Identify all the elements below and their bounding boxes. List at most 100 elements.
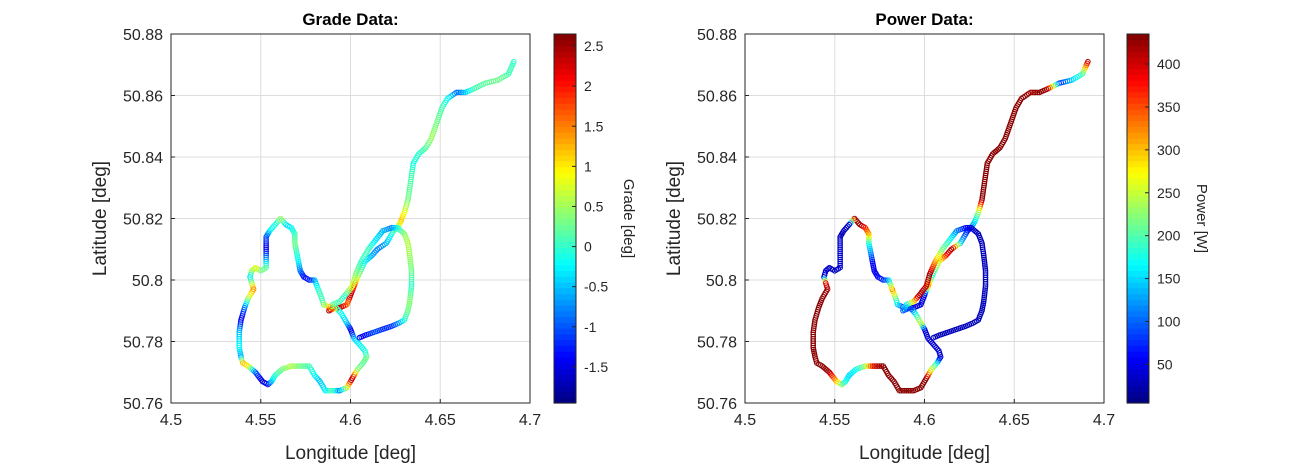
data-point [269,224,276,231]
colorbar-swatch [554,310,576,318]
y-tick-label: 50.8 [132,273,163,290]
data-point [850,217,856,223]
colorbar-swatch [1127,57,1149,64]
data-point [810,342,817,349]
data-point [336,298,343,305]
data-point [407,294,413,301]
data-point [982,289,988,295]
data-point [276,217,282,223]
colorbar-swatch [1127,80,1149,87]
y-tick-label: 50.76 [123,396,163,413]
data-point [407,292,414,299]
colorbar-swatch [1127,172,1149,179]
y-tick-label: 50.78 [697,335,737,352]
colorbar-swatch [554,178,576,185]
colorbar-frame [553,33,577,404]
y-tick-label: 50.8 [706,273,737,290]
data-point [909,387,915,394]
data-point [272,221,278,228]
colorbar-swatch [554,397,576,404]
colorbar-swatch [1127,253,1149,260]
colorbar-swatch [1127,206,1149,214]
data-point [932,343,938,349]
y-tick-label: 50.82 [697,212,737,229]
data-point [981,258,988,264]
colorbar-swatch [1127,230,1149,237]
colorbar-swatch [554,114,576,122]
data-point [866,363,872,369]
colorbar-swatch [554,224,576,231]
colorbar-swatch [1127,224,1149,231]
data-point [408,285,415,291]
colorbar-swatch [554,264,576,271]
colorbar-swatch [554,57,576,64]
data-point [292,363,298,369]
data-point [936,347,942,354]
colorbar-tick-label: 300 [1157,142,1181,158]
colorbar-swatch [554,160,576,168]
data-point [408,264,414,270]
data-point [283,221,289,228]
data-point [1036,89,1043,96]
data-point [408,287,414,293]
data-point [406,252,413,259]
data-point [966,224,973,231]
data-point [912,297,918,303]
colorbar-swatch [554,299,576,306]
data-point [292,240,298,246]
data-point [930,364,936,371]
colorbar-tick-label: 1 [584,158,592,174]
colorbar-swatch [554,235,576,243]
data-point [981,256,987,263]
data-point [982,262,988,268]
data-point [910,298,917,305]
data-point [866,236,872,243]
colorbar-swatch [1127,391,1149,398]
x-tick-label: 4.5 [734,412,756,429]
colorbar-swatch [554,212,576,220]
colorbar-tick-label: 100 [1157,313,1181,329]
colorbar-swatch [554,253,576,260]
colorbar-swatch [1127,397,1149,404]
data-point [837,254,843,261]
data-point [356,364,362,371]
colorbar-swatch [1127,137,1149,145]
colorbar-swatch [1127,351,1149,358]
data-point [1029,89,1035,96]
x-tick-label: 4.55 [819,412,850,429]
colorbar-tick-label: 50 [1157,356,1173,372]
data-point [843,224,850,231]
colorbar-swatch [554,137,576,145]
colorbar-swatch [554,34,576,41]
colorbar-swatch [1127,276,1149,283]
data-point [900,387,906,394]
colorbar-swatch [1127,247,1149,254]
data-point [331,387,338,394]
data-point [301,363,307,369]
y-tick-label: 50.88 [123,27,163,44]
data-point [871,363,878,369]
colorbar-swatch [1127,178,1149,185]
colorbar-swatch [554,91,576,99]
colorbar-tick-label: 200 [1157,228,1181,244]
data-point [311,372,318,379]
colorbar-swatch [554,201,576,208]
colorbar-swatch [1127,304,1149,312]
colorbar-swatch [1127,299,1149,306]
colorbar-swatch [554,80,576,87]
y-tick-label: 50.82 [123,212,163,229]
data-point [901,387,908,394]
data-point [292,234,298,241]
data-point [408,262,414,268]
data-point [837,238,843,244]
data-point [336,307,342,314]
data-point [263,238,269,244]
data-point [311,277,318,283]
colorbar-swatch [554,270,576,277]
colorbar-label: Power [W] [1193,184,1210,253]
colorbar-swatch [554,120,576,127]
colorbar-swatch [1127,339,1149,346]
data-point [847,220,854,226]
data-point [898,387,904,394]
